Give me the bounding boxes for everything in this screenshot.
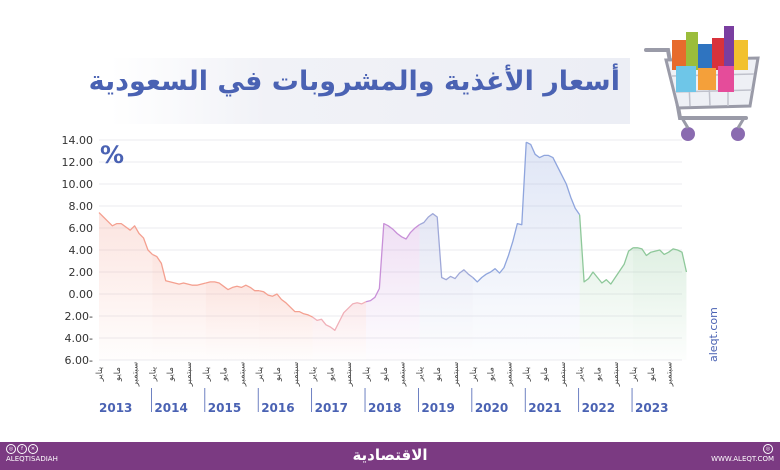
x-tick-label: مايو	[113, 367, 123, 382]
line-2022	[578, 214, 634, 285]
social-handle: ALEQTISADIAH	[6, 455, 58, 463]
year-label: 2022	[582, 401, 615, 415]
area-2017	[312, 301, 367, 360]
x-tick-label: مايو	[433, 367, 443, 382]
y-tick-label: 14.00	[62, 134, 94, 147]
y-tick-label: 8.00	[69, 200, 94, 213]
year-label: 2014	[154, 401, 187, 415]
line-2018	[365, 222, 420, 303]
x-tick-label: سبتمبر	[344, 362, 354, 387]
y-tick-label: 6.00-	[65, 354, 93, 367]
year-labels: 2013 2014 2015 2016 2017 2018 2019 2020 2021 2022…	[99, 388, 668, 415]
line-2021	[525, 141, 581, 216]
x-tick-label: يناير	[576, 366, 586, 382]
area-2023	[633, 247, 687, 360]
x-tick-label: سبتمبر	[237, 362, 247, 387]
year-label: 2017	[315, 401, 348, 415]
x-tick-label: يناير	[469, 366, 479, 382]
area-2013	[99, 212, 153, 360]
y-tick-label: 10.00	[62, 178, 94, 191]
x-tick-label: مايو	[166, 367, 176, 382]
area-2022	[579, 214, 634, 360]
x-tick-label: يناير	[362, 366, 372, 382]
area-2018	[366, 223, 420, 360]
x-tick-label: سبتمبر	[291, 362, 301, 387]
area-2014	[152, 254, 206, 360]
area-2019	[419, 213, 473, 360]
line-2015	[205, 281, 260, 292]
area-layer	[99, 142, 687, 360]
year-label: 2013	[99, 401, 132, 415]
x-tick-label: سبتمبر	[665, 362, 675, 387]
y-tick-label: 12.00	[62, 156, 94, 169]
x-tick-label: مايو	[273, 367, 283, 382]
watermark: aleqt.com	[707, 307, 720, 362]
x-tick-label: مايو	[380, 367, 390, 382]
x-tick-label: مايو	[326, 367, 336, 382]
x-tick-label: سبتمبر	[611, 362, 621, 387]
x-tick-label: مايو	[220, 367, 230, 382]
globe-icon[interactable]: ◎	[763, 444, 773, 454]
line-2014	[152, 253, 206, 286]
line-layer	[98, 141, 688, 331]
y-tick-label: 4.00-	[65, 332, 93, 345]
x-tick-label: مايو	[593, 367, 603, 382]
area-2015	[205, 281, 260, 360]
year-label: 2016	[261, 401, 294, 415]
y-tick-labels: 14.00 12.00 10.00 8.00 6.00 4.00 2.00 0.00 2.00-…	[62, 134, 94, 367]
footer-bar: ◎ f ✕ ALEQTISADIAH الاقتصادية ◎ WWW.ALEQT.…	[0, 442, 780, 470]
x-tick-label: يناير	[415, 366, 425, 382]
line-2019	[419, 213, 474, 281]
x-tick-label: يناير	[629, 366, 639, 382]
x-tick-label: سبتمبر	[451, 362, 461, 387]
x-tick-label: يناير	[95, 366, 105, 382]
x-tick-label: سبتمبر	[184, 362, 194, 387]
x-tick-label: مايو	[487, 367, 497, 382]
x-tick-labels: يناير مايو سبتمبر يناير مايو سبتمبر يناير مايو س…	[95, 362, 675, 387]
area-2021	[526, 142, 580, 360]
year-label: 2021	[528, 401, 561, 415]
site-url[interactable]: WWW.ALEQT.COM	[711, 455, 774, 463]
x-tick-label: يناير	[309, 366, 319, 382]
y-tick-label: 4.00	[69, 244, 94, 257]
title-band	[110, 58, 630, 124]
year-label: 2015	[208, 401, 241, 415]
x-tick-label: مايو	[647, 367, 657, 382]
shopping-cart-icon	[644, 26, 760, 141]
y-tick-label: 0.00	[69, 288, 94, 301]
line-2020	[472, 142, 527, 283]
x-tick-label: سبتمبر	[131, 362, 141, 387]
footer-social: ◎ f ✕ ALEQTISADIAH	[6, 442, 58, 464]
y-tick-label: 2.00	[69, 266, 94, 279]
area-2016	[259, 290, 313, 360]
x-tick-label: سبتمبر	[504, 362, 514, 387]
line-chart: 14.00 12.00 10.00 8.00 6.00 4.00 2.00 0.00 2.00-…	[62, 134, 721, 415]
x-tick-label: يناير	[522, 366, 532, 382]
line-2013	[98, 212, 153, 255]
unit-label: %	[100, 141, 124, 169]
line-2017	[312, 301, 367, 331]
footer-site: ◎ WWW.ALEQT.COM	[711, 442, 774, 464]
x-tick-label: يناير	[148, 366, 158, 382]
year-label: 2023	[635, 401, 668, 415]
x-tick-label: سبتمبر	[398, 362, 408, 387]
x-tick-label: مايو	[540, 367, 550, 382]
line-2023	[633, 247, 688, 273]
x-tick-label: سبتمبر	[558, 362, 568, 387]
line-2016	[259, 290, 313, 318]
y-tick-label: 6.00	[69, 222, 94, 235]
chart-title: أسعار الأغذية والمشروبات في السعودية	[88, 66, 620, 97]
year-label: 2019	[421, 401, 454, 415]
brand-logo: الاقتصادية	[352, 446, 428, 464]
x-tick-label: يناير	[202, 366, 212, 382]
x-tick-label: يناير	[255, 366, 265, 382]
year-label: 2020	[475, 401, 508, 415]
area-2020	[472, 142, 527, 360]
y-tick-label: 2.00-	[65, 310, 93, 323]
year-label: 2018	[368, 401, 401, 415]
